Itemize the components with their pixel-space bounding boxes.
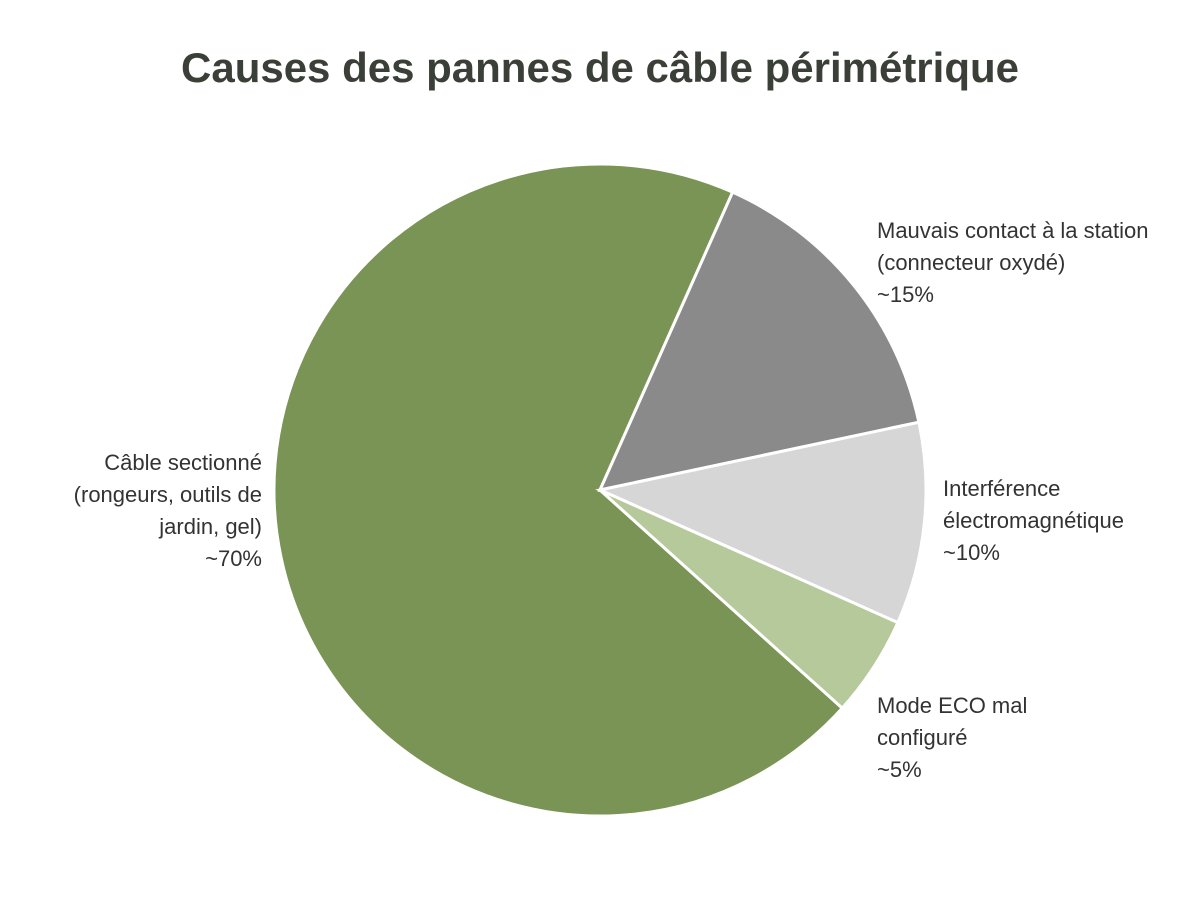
pie-slice [598,488,900,711]
chart-title: Causes des pannes de câble périmétrique [181,44,1019,91]
slice-label: Mauvais contact à la station (connecteur… [877,218,1149,275]
slice-label: Câble sectionné (rongeurs, outils de jar… [73,450,262,539]
value-label: ~15% [877,282,934,307]
slice-label: Interférence électromagnétique [943,476,1125,533]
value-label: ~10% [943,540,1000,565]
slice-label: Mode ECO mal configuré [877,693,1028,750]
pie-slice [597,190,921,493]
value-label: ~70% [205,546,262,571]
pie-slice [595,420,928,625]
value-label: ~5% [877,757,922,782]
pie-slice [272,162,845,818]
